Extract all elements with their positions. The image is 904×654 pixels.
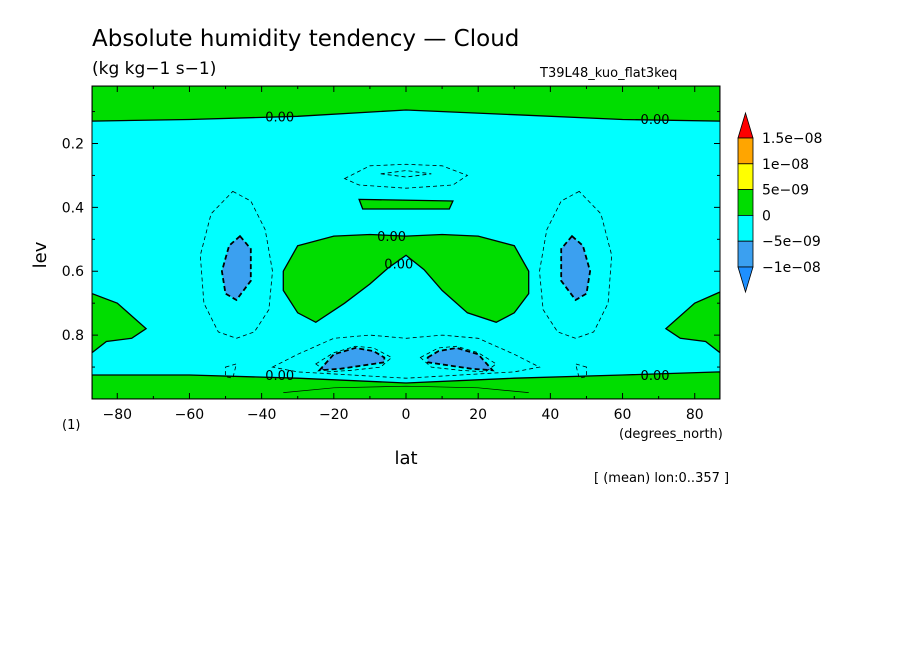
contour-labels: 0.00 0.00 0.00 0.00 0.00 0.00: [265, 110, 669, 384]
zero-contour-label-3: 0.00: [641, 369, 670, 384]
colorbar-upper-extension: [737, 111, 754, 139]
x-tick-label-2: −40: [247, 407, 277, 423]
contour-region-1: [92, 371, 720, 399]
dashed-contour-5: [315, 345, 393, 373]
x-axis: −80 −60 −40 −20 0 20 40 60 80: [102, 86, 704, 423]
x-tick-label-8: 80: [686, 407, 704, 423]
colorbar-label-5: 1.5e−08: [762, 131, 822, 147]
experiment-label: T39L48_kuo_flat3keq: [539, 66, 677, 81]
colorbar-label-2: 0: [762, 208, 771, 224]
contour-region-3: [664, 291, 720, 354]
y-tick-label-0: 0.2: [62, 136, 84, 152]
x-tick-label-4: 0: [402, 407, 411, 423]
dashed-contour-2: [343, 163, 469, 189]
dashed-contour-6: [419, 345, 497, 373]
colorbar-label-4: 1e−08: [762, 157, 809, 173]
contour-region-8: [317, 346, 386, 372]
filled-regions: [92, 86, 720, 399]
x-axis-label: lat: [394, 448, 417, 469]
chart-title: Absolute humidity tendency — Cloud: [92, 26, 519, 52]
colorbar-lower-extension: [737, 266, 754, 294]
x-tick-label-0: −80: [102, 407, 132, 423]
colorbar-band-1: [737, 163, 754, 191]
zero-contour-label-1: 0.00: [265, 110, 294, 125]
x-tick-label-3: −20: [319, 407, 349, 423]
dashed-contour-1: [539, 190, 613, 339]
zero-contour-label-0: 0.00: [265, 369, 294, 384]
contour-region-7: [560, 234, 592, 302]
contour-region-5: [282, 233, 530, 324]
colorbar-band-3: [737, 214, 754, 242]
x-tick-label-7: 60: [614, 407, 632, 423]
contour-region-6: [220, 234, 252, 302]
colorbar: −1e−08 −5e−09 0 5e−09 1e−08 1.5e−08: [737, 111, 822, 294]
x-tick-label-6: 40: [541, 407, 559, 423]
colorbar-band-2: [737, 189, 754, 216]
contour-lines: [199, 163, 613, 393]
y-tick-label-3: 0.8: [62, 328, 84, 344]
contour-region-2: [92, 292, 148, 354]
dashed-contour-3: [380, 170, 432, 178]
colorbar-label-1: −5e−09: [762, 234, 821, 250]
contour-region-0: [92, 86, 720, 122]
zero-contour-label-4: 0.00: [377, 230, 406, 245]
averaging-note: [ (mean) lon:0..357 ]: [594, 471, 729, 486]
contour-region-4: [358, 198, 454, 210]
y-axis-unit: (1): [62, 418, 80, 433]
dashed-contour-0: [199, 190, 273, 339]
zero-contour-label-2: 0.00: [641, 113, 670, 128]
dashed-contour-4: [271, 334, 541, 379]
chart-units: (kg kg−1 s−1): [92, 59, 216, 79]
x-tick-label-1: −60: [175, 407, 205, 423]
zero-contour-label-5: 0.00: [384, 257, 413, 272]
dashed-contour-8: [575, 363, 587, 379]
x-axis-unit: (degrees_north): [619, 427, 723, 442]
y-axis-label: lev: [30, 241, 51, 268]
contour-region-9: [426, 346, 495, 372]
colorbar-band-4: [737, 240, 754, 268]
colorbar-label-0: −1e−08: [762, 260, 821, 276]
plot-area: 0.00 0.00 0.00 0.00 0.00 0.00: [91, 85, 721, 400]
solid-contour-0: [283, 385, 529, 393]
dashed-contour-7: [225, 363, 237, 379]
y-tick-label-1: 0.4: [62, 200, 84, 216]
y-axis: 0.2 0.4 0.6 0.8: [62, 111, 720, 368]
colorbar-label-3: 5e−09: [762, 183, 809, 199]
x-tick-label-5: 20: [469, 407, 487, 423]
colorbar-band-0: [737, 137, 754, 165]
y-tick-label-2: 0.6: [62, 264, 84, 280]
